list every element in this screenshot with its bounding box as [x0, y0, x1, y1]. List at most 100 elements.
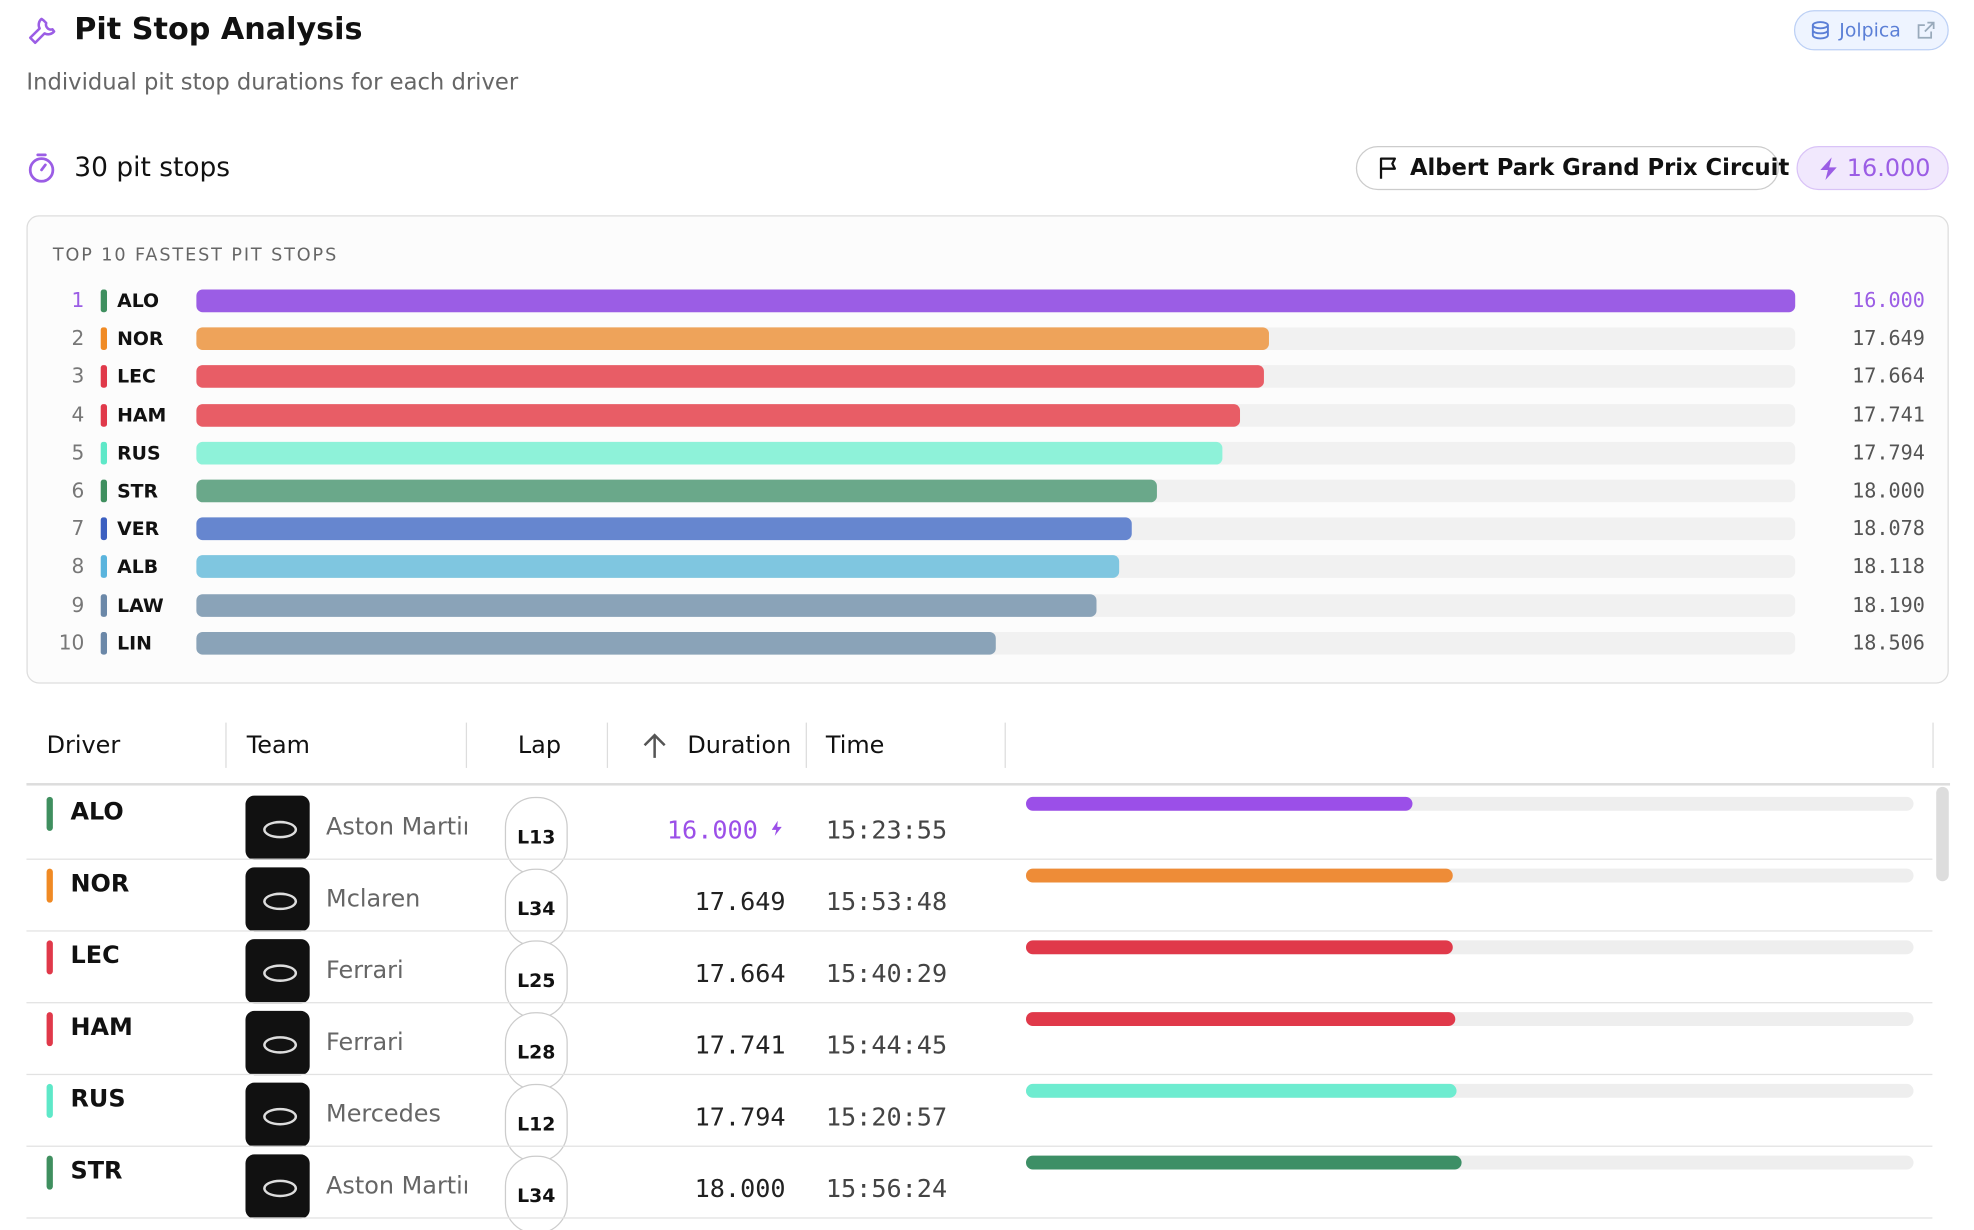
value-label: 18.078 — [1852, 516, 1925, 541]
team-stripe — [46, 940, 53, 975]
bar — [196, 555, 1120, 579]
lap: L28 — [517, 1041, 556, 1064]
driver-code: ALO — [117, 289, 160, 313]
team-stripe — [100, 517, 108, 541]
driver-code: ALB — [117, 555, 159, 579]
duration-bar — [1026, 940, 1454, 955]
bar — [196, 593, 1097, 617]
column-divider — [1932, 722, 1934, 768]
time: 15:20:57 — [825, 1101, 948, 1132]
team-stripe — [100, 631, 108, 655]
team-logo — [245, 1010, 310, 1076]
stop-count: 30 pit stops — [74, 152, 231, 183]
team-stripe — [100, 479, 108, 503]
duration: 16.000 — [666, 814, 758, 845]
value-label: 17.794 — [1852, 440, 1925, 465]
value-label: 17.664 — [1852, 364, 1925, 389]
duration: 18.000 — [694, 1173, 786, 1204]
time: 15:23:55 — [825, 814, 948, 845]
bar — [196, 403, 1240, 427]
lap: L34 — [517, 1184, 556, 1208]
team-stripe — [100, 289, 108, 313]
bar — [196, 365, 1265, 389]
logo-mark — [263, 1107, 298, 1126]
bar — [196, 289, 1796, 313]
wrench-icon — [28, 17, 56, 45]
row-border — [26, 858, 1933, 860]
duration-bar — [1026, 1083, 1457, 1098]
row-border — [26, 1217, 1933, 1219]
column-divider — [465, 722, 468, 768]
subtitle: Individual pit stop durations for each d… — [26, 69, 519, 96]
rank: 10 — [58, 630, 85, 655]
stopwatch-icon — [28, 153, 55, 183]
duration-bar — [1026, 1155, 1462, 1170]
lap-pill — [504, 1012, 568, 1091]
team-stripe — [46, 796, 53, 831]
driver-code: NOR — [117, 327, 164, 351]
time: 15:53:48 — [825, 886, 948, 917]
team-stripe — [100, 555, 108, 579]
team-stripe — [46, 1083, 53, 1118]
team-name: Aston Martin — [326, 813, 468, 841]
rank: 9 — [71, 592, 85, 617]
driver-code: LAW — [117, 593, 164, 617]
duration-bar — [1026, 796, 1413, 811]
duration: 17.741 — [694, 1029, 786, 1060]
external-icon — [1917, 21, 1935, 39]
value-label: 17.741 — [1852, 402, 1925, 427]
time: 15:40:29 — [825, 958, 948, 989]
team-name: Ferrari — [326, 1028, 404, 1057]
bar — [196, 479, 1158, 503]
team-logo — [245, 795, 310, 860]
driver-code: LEC — [70, 941, 120, 970]
driver-code: HAM — [117, 403, 167, 427]
pit-table: Driver Team Lap Duration Time ALO Aston Martin… — [26, 720, 1951, 1230]
logo-mark — [263, 892, 298, 911]
circuit-badge: Albert Park Grand Prix Circuit — [1355, 146, 1789, 191]
team-stripe — [100, 593, 108, 617]
column-header: Lap — [517, 731, 562, 760]
driver-code: HAM — [70, 1013, 133, 1042]
chart-title: TOP 10 FASTEST PIT STOPS — [52, 245, 339, 266]
scrollbar — [1936, 786, 1949, 882]
value-label: 16.000 — [1852, 288, 1925, 313]
fastest-time: 16.000 — [1846, 154, 1931, 183]
duration-bar — [1026, 868, 1453, 883]
team-logo — [245, 1154, 310, 1219]
team-stripe — [100, 365, 108, 389]
driver-code: ALO — [70, 798, 124, 826]
column-divider — [1004, 722, 1006, 768]
lap: L34 — [517, 897, 556, 921]
team-logo — [245, 1082, 310, 1147]
sort-icon[interactable] — [642, 733, 667, 761]
bar — [196, 441, 1223, 465]
team-stripe — [100, 327, 108, 351]
lap-pill — [504, 868, 568, 947]
value-label: 18.190 — [1852, 592, 1925, 617]
circuit-name: Albert Park Grand Prix Circuit — [1409, 154, 1790, 182]
team-name: Mclaren — [326, 885, 421, 913]
team-name: Ferrari — [326, 956, 404, 985]
time: 15:44:45 — [825, 1029, 948, 1060]
source-badge[interactable]: Jolpica — [1793, 10, 1949, 51]
bolt-icon — [1820, 157, 1837, 181]
page-title: Pit Stop Analysis — [74, 11, 363, 47]
team-stripe — [46, 868, 53, 903]
column-divider — [225, 722, 227, 768]
rank: 2 — [71, 326, 85, 351]
time: 15:56:24 — [825, 1173, 948, 1204]
driver-code: RUS — [117, 441, 161, 465]
bar — [196, 517, 1133, 541]
row-border — [26, 1145, 1933, 1147]
lap: L13 — [517, 825, 556, 849]
duration-bar — [1026, 1012, 1456, 1027]
rank: 3 — [71, 364, 85, 389]
lap: L12 — [517, 1112, 556, 1136]
team-logo — [245, 939, 310, 1004]
value-label: 18.000 — [1852, 478, 1925, 503]
top10-card: TOP 10 FASTEST PIT STOPS 1 ALO 16.000 2 NOR 1… — [26, 215, 1949, 684]
rank: 8 — [71, 554, 85, 579]
